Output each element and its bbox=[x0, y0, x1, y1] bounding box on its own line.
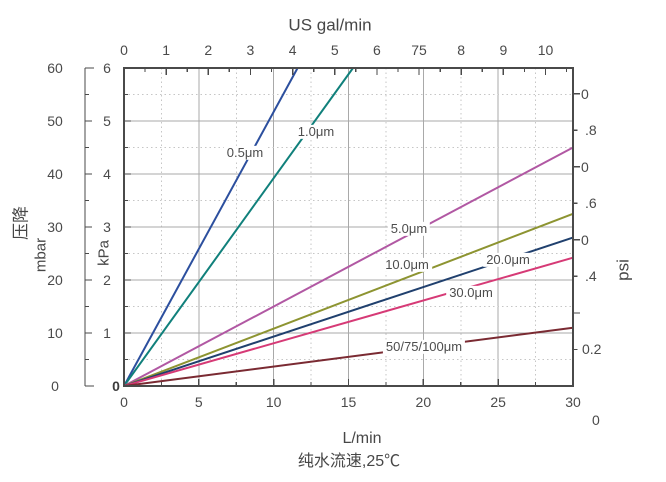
mbar-tick-label: 20 bbox=[47, 272, 63, 288]
top-axis-tick-label: 9 bbox=[499, 42, 508, 58]
curve-label: 10.0μm bbox=[382, 257, 432, 273]
bottom-axis-tick-label: 5 bbox=[194, 394, 203, 410]
curve-label: 50/75/100μm bbox=[382, 339, 466, 355]
psi-axis-label: psi bbox=[613, 259, 633, 281]
kpa-tick-label: 5 bbox=[103, 113, 111, 129]
psi-tick-label: 0.2 bbox=[582, 341, 602, 358]
bottom-axis-tick-label: 15 bbox=[340, 394, 357, 410]
curve-label: 20.0μm bbox=[483, 252, 533, 268]
curve-label: 0.5μm bbox=[223, 145, 267, 161]
psi-tick-label: .8 bbox=[585, 122, 597, 139]
top-axis-tick-label: 10 bbox=[537, 42, 554, 58]
y-axis-title: 压降 bbox=[11, 206, 31, 240]
top-axis-tick-label: 75 bbox=[411, 42, 427, 58]
bottom-axis-tick-label: 25 bbox=[490, 394, 506, 410]
kpa-tick-label: 0 bbox=[112, 378, 120, 394]
series-line-1.0μm bbox=[123, 67, 354, 387]
mbar-tick-label: 40 bbox=[47, 166, 63, 182]
mbar-tick-label: 30 bbox=[47, 219, 63, 235]
psi-tick-label: 0 bbox=[581, 231, 589, 248]
mbar-tick-label: 50 bbox=[47, 113, 63, 129]
psi-tick-label: 0 bbox=[581, 158, 589, 175]
series-line-50/75/100μm bbox=[123, 326, 574, 387]
top-axis-tick-label: 0 bbox=[120, 42, 128, 58]
bottom-axis-tick-label: 30 bbox=[565, 394, 581, 410]
top-axis-tick-label: 5 bbox=[330, 42, 339, 58]
x-axis-title: L/min bbox=[342, 430, 382, 447]
mbar-tick-label: 10 bbox=[47, 325, 63, 341]
psi-tick-label: .4 bbox=[585, 268, 597, 285]
kpa-tick-label: 6 bbox=[103, 60, 111, 76]
mbar-axis-label: mbar bbox=[32, 237, 50, 273]
psi-tick-label: 0 bbox=[592, 412, 600, 428]
kpa-tick-label: 4 bbox=[103, 166, 111, 182]
kpa-tick-label: 3 bbox=[103, 219, 111, 235]
top-axis-tick-label: 8 bbox=[457, 42, 466, 58]
kpa-tick-label: 2 bbox=[103, 272, 111, 288]
curve-label: 30.0μm bbox=[446, 285, 496, 301]
top-axis-tick-label: 3 bbox=[246, 42, 255, 58]
top-axis-tick-label: 4 bbox=[288, 42, 297, 58]
curve-label: 1.0μm bbox=[294, 124, 338, 140]
top-axis-tick-label: 2 bbox=[204, 42, 213, 58]
bottom-axis-tick-label: 0 bbox=[120, 394, 128, 410]
bottom-axis-tick-label: 20 bbox=[415, 394, 432, 410]
psi-tick-label: 0 bbox=[581, 85, 589, 102]
series-line-5.0μm bbox=[123, 146, 574, 387]
series-line-0.5μm bbox=[123, 67, 299, 387]
kpa-tick-label: 1 bbox=[103, 325, 111, 341]
top-axis-tick-label: 6 bbox=[372, 42, 381, 58]
x-axis-subtitle: 纯水流速,25℃ bbox=[297, 453, 401, 470]
kpa-axis-label: kPa bbox=[95, 240, 113, 266]
series-line-30.0μm bbox=[123, 256, 574, 387]
psi-tick-label: .6 bbox=[585, 195, 597, 212]
bottom-axis-tick-label: 10 bbox=[265, 394, 282, 410]
curve-label: 5.0μm bbox=[387, 221, 431, 237]
top-axis-title: US gal/min bbox=[288, 15, 372, 35]
top-axis-tick-label: 1 bbox=[162, 42, 171, 58]
mbar-tick-label: 0 bbox=[51, 378, 59, 394]
mbar-tick-label: 60 bbox=[47, 60, 63, 76]
series-line-10.0μm bbox=[123, 212, 574, 387]
